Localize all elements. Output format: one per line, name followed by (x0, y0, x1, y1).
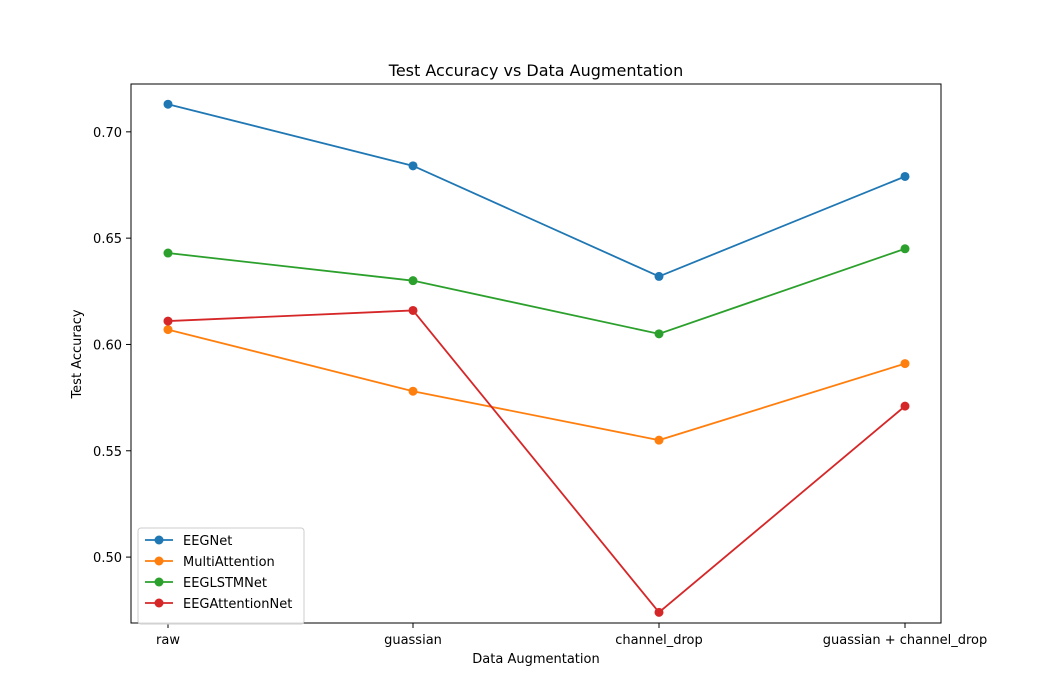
legend-label: EEGNet (183, 534, 232, 549)
legend-entry: EEGNet (145, 534, 232, 549)
data-point (900, 359, 910, 369)
series-eeglstmnet (163, 244, 910, 339)
legend-marker (154, 535, 164, 545)
data-point (163, 316, 173, 326)
y-tick-label: 0.70 (93, 126, 122, 141)
legend-label: MultiAttention (183, 555, 275, 570)
axes: raw guassian channel_drop guassian + channe… (93, 126, 987, 648)
series-line (167, 328, 906, 442)
x-tick-label: raw (156, 633, 180, 648)
series-multiattention (163, 325, 910, 445)
legend-marker (154, 577, 164, 587)
data-point (408, 276, 418, 286)
plot-area (163, 99, 910, 617)
data-point (900, 171, 910, 181)
y-tick-label: 0.55 (93, 445, 122, 460)
legend-marker (154, 556, 164, 566)
series-line (167, 309, 906, 614)
plot-frame (130, 83, 942, 624)
legend-label: EEGAttentionNet (183, 597, 292, 612)
y-tick-label: 0.65 (93, 232, 122, 247)
legend-marker (154, 598, 164, 608)
data-point (163, 248, 173, 258)
data-point (654, 435, 664, 445)
data-point (900, 401, 910, 411)
legend-entry: MultiAttention (145, 555, 275, 570)
data-point (654, 271, 664, 281)
data-point (163, 325, 173, 335)
data-point (163, 99, 173, 109)
legend-entry: EEGAttentionNet (145, 597, 292, 612)
y-tick-label: 0.60 (93, 338, 122, 353)
legend: EEGNet MultiAttention EEGLSTMNet EEGAttenti… (137, 527, 305, 625)
x-tick-label: guassian (384, 633, 442, 648)
x-axis-label: Data Augmentation (472, 652, 599, 667)
chart-title: Test Accuracy vs Data Augmentation (388, 61, 683, 80)
legend-label: EEGLSTMNet (183, 576, 267, 591)
data-point (408, 305, 418, 315)
data-point (654, 607, 664, 617)
series-line (167, 247, 906, 335)
data-point (900, 244, 910, 254)
legend-entry: EEGLSTMNet (145, 576, 267, 591)
series-eegnet (163, 99, 910, 281)
series-eegattentionnet (163, 305, 910, 617)
x-tick-label: guassian + channel_drop (823, 633, 987, 648)
y-axis-label: Test Accuracy (70, 309, 85, 399)
y-tick-label: 0.50 (93, 551, 122, 566)
data-point (408, 161, 418, 171)
x-tick-label: channel_drop (615, 633, 702, 648)
data-point (408, 386, 418, 396)
legend-box (137, 527, 305, 625)
series-line (167, 103, 906, 278)
data-point (654, 329, 664, 339)
